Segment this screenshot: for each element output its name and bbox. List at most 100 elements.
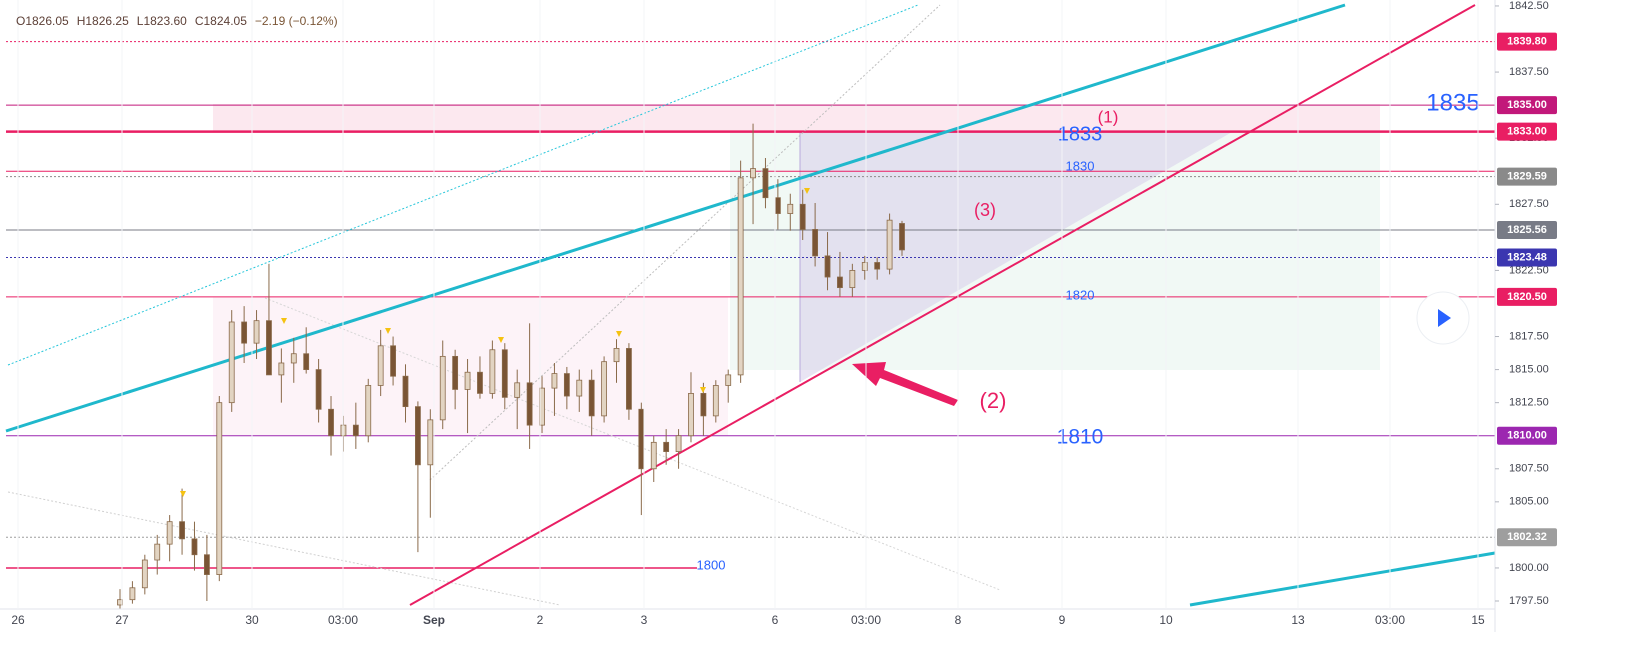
candle-body: [352, 424, 359, 437]
candle-body: [812, 229, 819, 257]
candle-body: [315, 369, 322, 410]
annotation: 1830: [1066, 158, 1095, 173]
candle-body: [576, 379, 583, 397]
zone-rect: [213, 104, 1380, 132]
ohlc-value: O1826.05: [16, 14, 69, 28]
marker: [616, 331, 622, 337]
candle-body: [663, 441, 670, 452]
candle-body: [712, 385, 719, 417]
candle-body: [514, 382, 521, 398]
annotation: (3): [974, 200, 996, 220]
price-label-bg: [1497, 248, 1557, 267]
annotation: 1810: [1057, 426, 1104, 449]
x-tick-label: 26: [11, 613, 25, 627]
x-tick-label: 03:00: [1375, 613, 1405, 627]
candle-body: [563, 373, 570, 397]
marker: [804, 188, 810, 194]
x-tick-label: 03:00: [328, 613, 358, 627]
x-tick-label: 27: [115, 613, 129, 627]
y-tick-label: 1817.50: [1509, 330, 1549, 342]
play-icon[interactable]: [1438, 309, 1451, 327]
candle-body: [464, 371, 471, 390]
candle-body: [824, 255, 831, 278]
candle-body: [688, 392, 694, 437]
levels: [6, 41, 1495, 569]
candle-body: [427, 419, 434, 466]
candle-body: [700, 392, 707, 417]
candle-body: [774, 197, 781, 214]
ohlc-value: H1826.25: [77, 14, 129, 28]
price-label: 1823.48: [1507, 251, 1547, 263]
y-tick-label: 1815.00: [1509, 364, 1549, 376]
ohlc-value: L1823.60: [137, 14, 187, 28]
annotation: 1835: [1426, 89, 1479, 116]
candle-body: [526, 382, 533, 426]
candle-body: [154, 543, 161, 561]
annotation: 1833: [1058, 123, 1103, 145]
x-tick-label: 2: [537, 613, 544, 627]
marker: [700, 387, 706, 393]
candle-body: [787, 203, 794, 214]
marker: [281, 318, 287, 324]
markers: [180, 188, 810, 497]
candle-body: [166, 521, 173, 545]
y-tick-label: 1797.50: [1509, 595, 1549, 607]
marker: [498, 337, 504, 343]
y-tick-label: 1822.50: [1509, 264, 1549, 276]
candles: [117, 123, 905, 609]
annotation: 1800: [697, 557, 726, 572]
candle-body: [290, 353, 297, 364]
candle-body: [626, 348, 632, 410]
x-tick-label: 6: [772, 613, 779, 627]
candle-body: [266, 320, 272, 376]
price-label-bg: [1497, 426, 1557, 445]
y-tick-label: 1807.50: [1509, 463, 1549, 475]
candle-body: [191, 538, 198, 556]
candle-body: [390, 345, 396, 377]
price-label: 1825.56: [1507, 224, 1547, 236]
candle-body: [886, 219, 893, 270]
x-tick-label: 30: [245, 613, 259, 627]
price-label: 1833.00: [1507, 125, 1547, 137]
ohlc-value: −2.19 (−0.12%): [255, 14, 338, 28]
candle-body: [278, 362, 285, 376]
x-tick-label: 10: [1159, 613, 1173, 627]
y-tick-label: 1827.50: [1509, 198, 1549, 210]
candle-body: [837, 276, 843, 289]
candle-body: [638, 408, 645, 470]
ohlc-value: C1824.05: [195, 14, 247, 28]
price-label: 1802.32: [1507, 531, 1547, 543]
candle-body: [452, 355, 459, 390]
price-label: 1835.00: [1507, 99, 1547, 111]
candle-body: [762, 168, 769, 199]
candle-body: [216, 402, 223, 575]
candle-body: [588, 379, 595, 417]
candle-body: [613, 348, 620, 363]
price-label-bg: [1497, 96, 1557, 115]
candle-body: [501, 349, 508, 398]
trend-line: [429, 4, 941, 481]
marker: [385, 328, 391, 334]
x-tick-label: 15: [1471, 613, 1485, 627]
candle-body: [365, 385, 372, 437]
price-label-bg: [1497, 122, 1557, 141]
candle-body: [228, 321, 235, 404]
arrow: [852, 362, 958, 406]
candle-body: [241, 321, 248, 344]
candle-body: [141, 559, 148, 589]
zone-rect: [213, 297, 728, 436]
candle-body: [899, 223, 905, 251]
y-tick-label: 1842.50: [1509, 0, 1549, 12]
y-tick-label: 1837.50: [1509, 66, 1549, 78]
candle-body: [303, 353, 310, 370]
candle-body: [477, 371, 483, 394]
candle-body: [179, 521, 185, 540]
candle-body: [129, 587, 136, 601]
x-tick-label: 3: [641, 613, 648, 627]
channel-line: [1189, 551, 1496, 607]
candle-body: [849, 270, 856, 289]
x-tick-label: 9: [1059, 613, 1066, 627]
